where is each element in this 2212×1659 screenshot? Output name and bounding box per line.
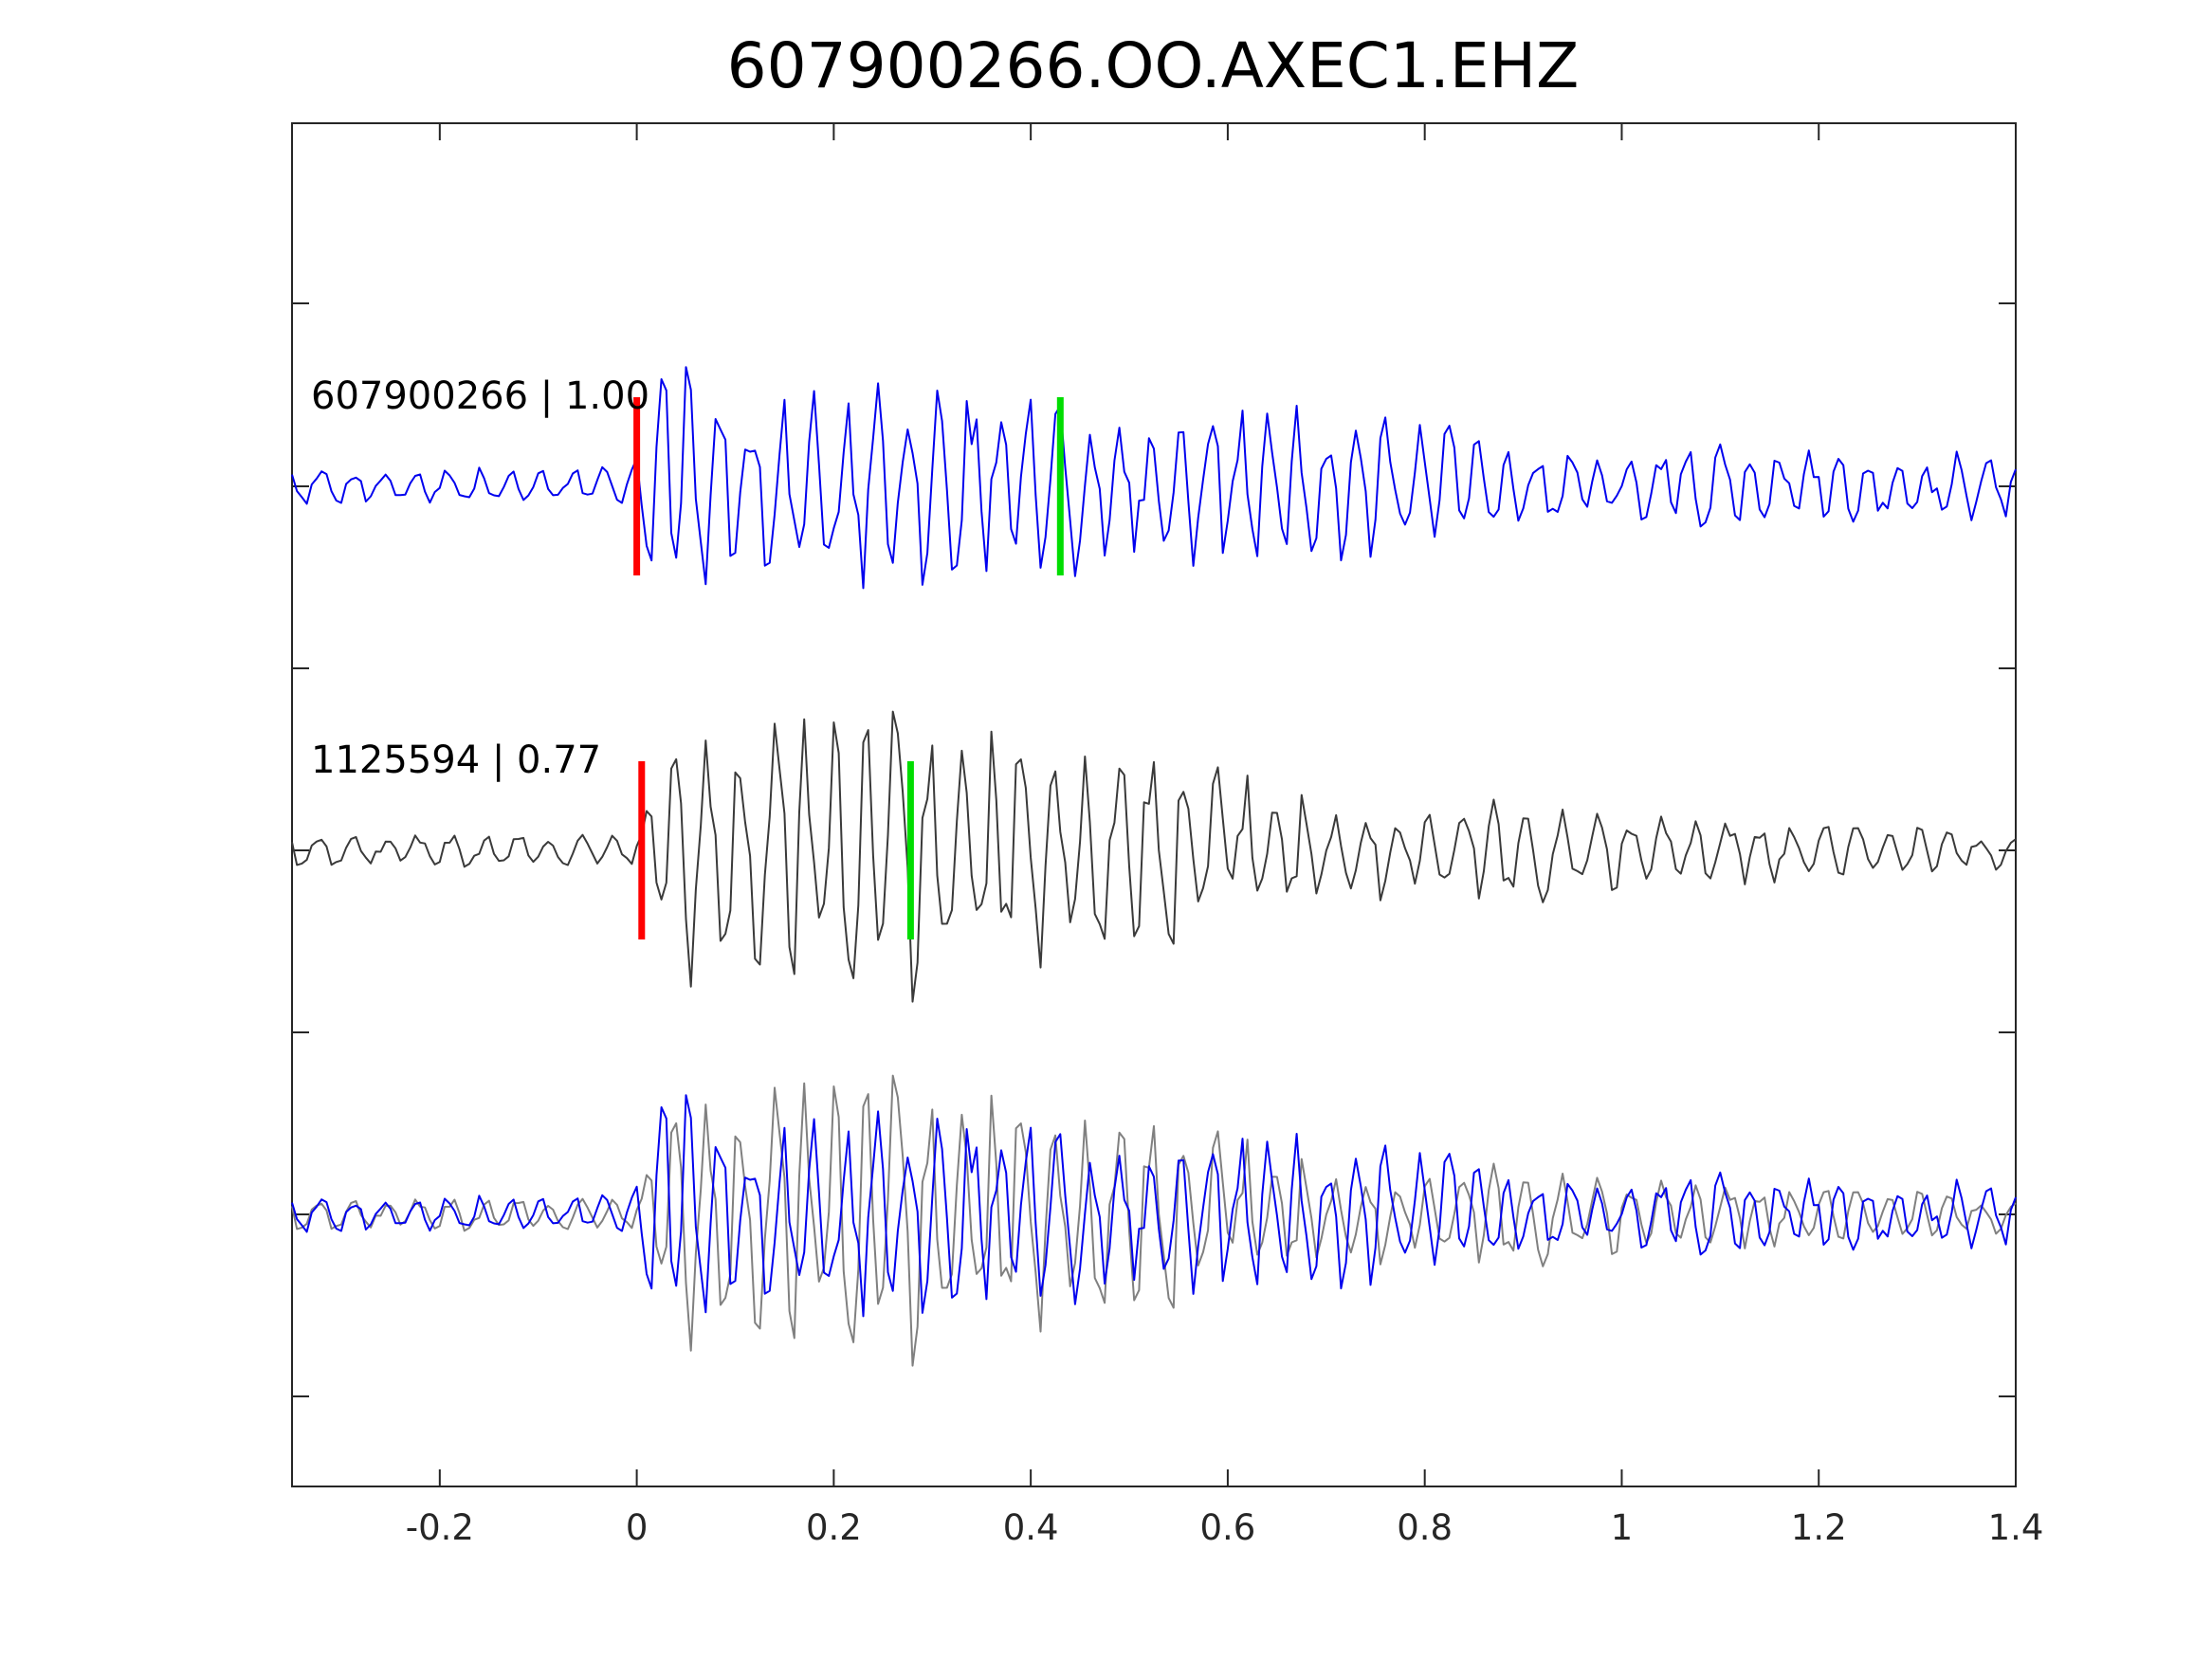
x-tick-label: 1 [1611,1507,1634,1548]
trace-label: 607900266 | 1.00 [311,374,649,418]
detection-trace [291,710,2017,1003]
chart-title: 607900266.OO.AXEC1.EHZ [727,29,1580,102]
x-tick-label: 0.2 [806,1507,862,1548]
template-trace [291,1094,2017,1318]
x-tick-label: 0.8 [1397,1507,1453,1548]
trace-label: 1125594 | 0.77 [311,738,601,782]
axes-box [291,122,2017,1487]
template-trace [291,366,2017,590]
x-tick-label: 1.2 [1791,1507,1847,1548]
x-tick-label: 1.4 [1988,1507,2044,1548]
x-tick-label: -0.2 [406,1507,474,1548]
x-tick-label: 0.6 [1199,1507,1255,1548]
x-tick-label: 0 [626,1507,649,1548]
x-tick-label: 0.4 [1003,1507,1059,1548]
plot-area: -0.2 0 0.2 0.4 0.6 0.8 1 1.2 1.4 607900266 | 1.00… [291,122,2044,1548]
